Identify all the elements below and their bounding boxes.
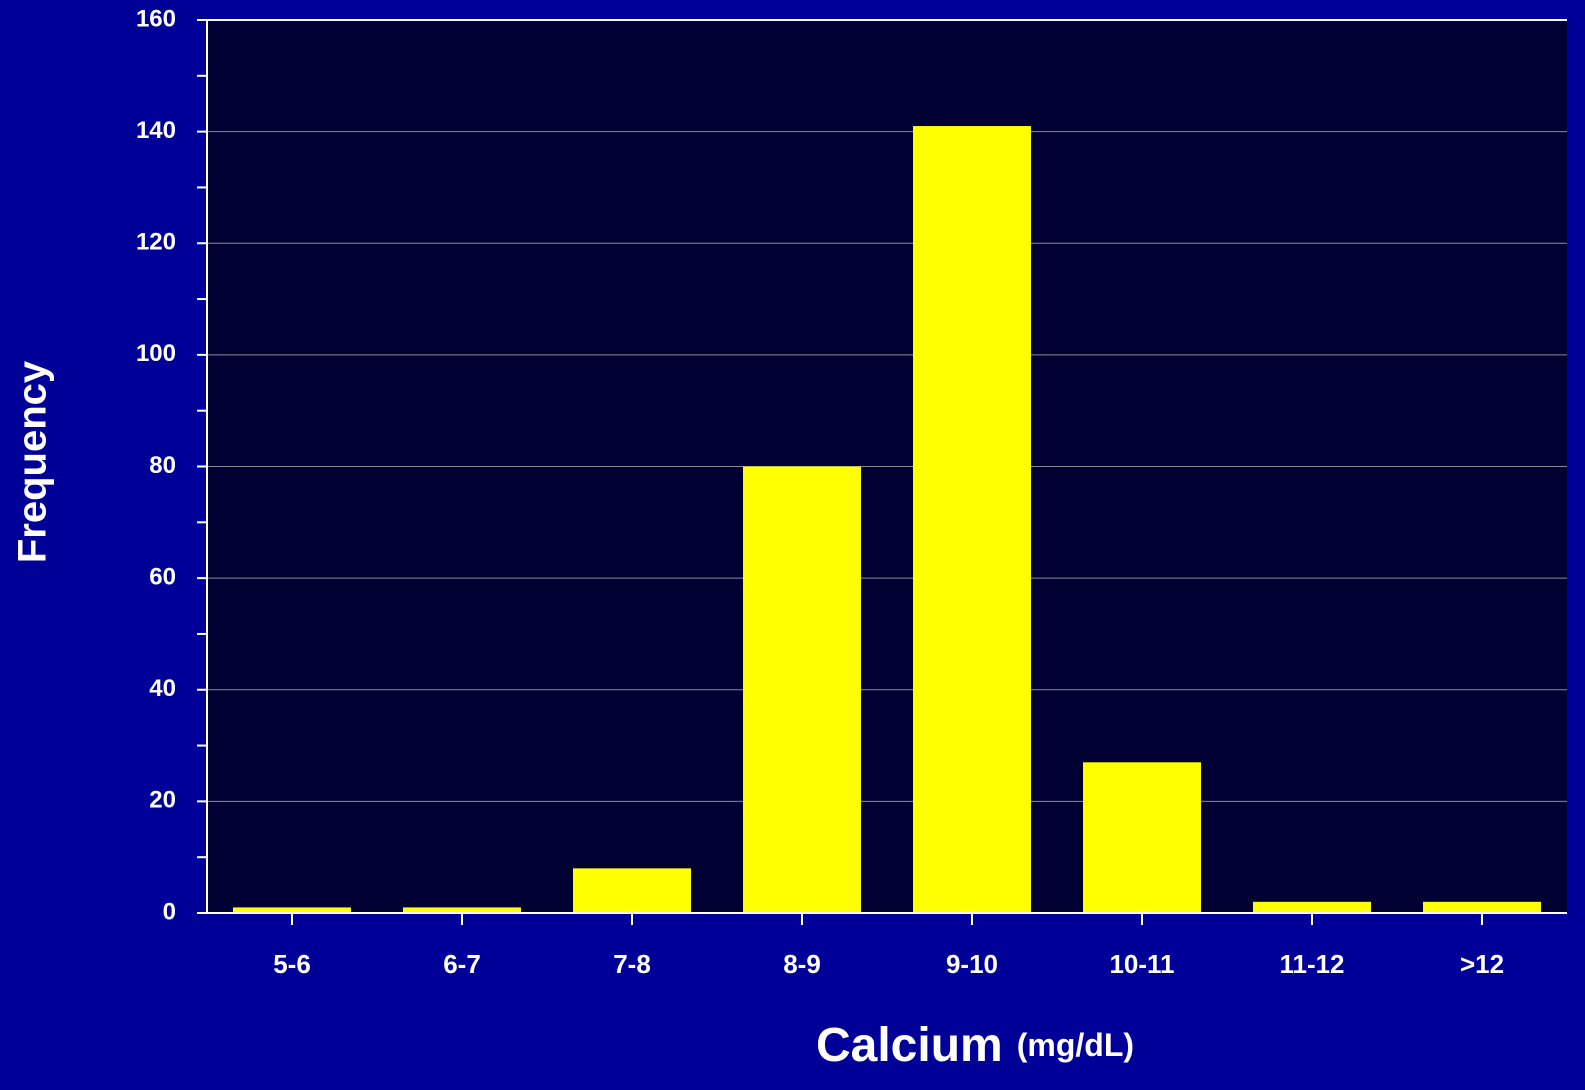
bar [573, 868, 691, 913]
bar [913, 126, 1031, 913]
bar [1083, 762, 1201, 913]
x-tick-label: >12 [1460, 949, 1504, 979]
x-tick-label: 11-12 [1279, 949, 1344, 979]
y-tick-label: 160 [136, 5, 176, 32]
y-tick-label: 120 [136, 229, 176, 256]
x-tick-label: 6-7 [443, 949, 481, 979]
bar [743, 466, 861, 913]
x-axis-label-main: Calcium [816, 1019, 1003, 1072]
bar [1423, 901, 1541, 913]
x-axis-label-unit: (mg/dL) [1017, 1027, 1134, 1063]
y-tick-label: 140 [136, 117, 176, 144]
bar [1253, 901, 1371, 913]
x-tick-label: 10-11 [1109, 949, 1174, 979]
y-axis-label: Frequency [11, 360, 55, 563]
y-tick-label: 80 [149, 452, 176, 479]
bar [403, 907, 521, 913]
x-tick-label: 8-9 [783, 949, 821, 979]
y-tick-label: 20 [149, 787, 176, 814]
y-tick-label: 40 [149, 675, 176, 702]
y-tick-label: 0 [163, 898, 176, 925]
y-tick-label: 60 [149, 563, 176, 590]
x-tick-label: 5-6 [273, 949, 311, 979]
bar [233, 907, 351, 913]
y-tick-label: 100 [136, 340, 176, 367]
x-tick-label: 9-10 [946, 949, 998, 979]
x-axis-label: Calcium (mg/dL) [816, 1019, 1134, 1072]
x-tick-label: 7-8 [613, 949, 651, 979]
